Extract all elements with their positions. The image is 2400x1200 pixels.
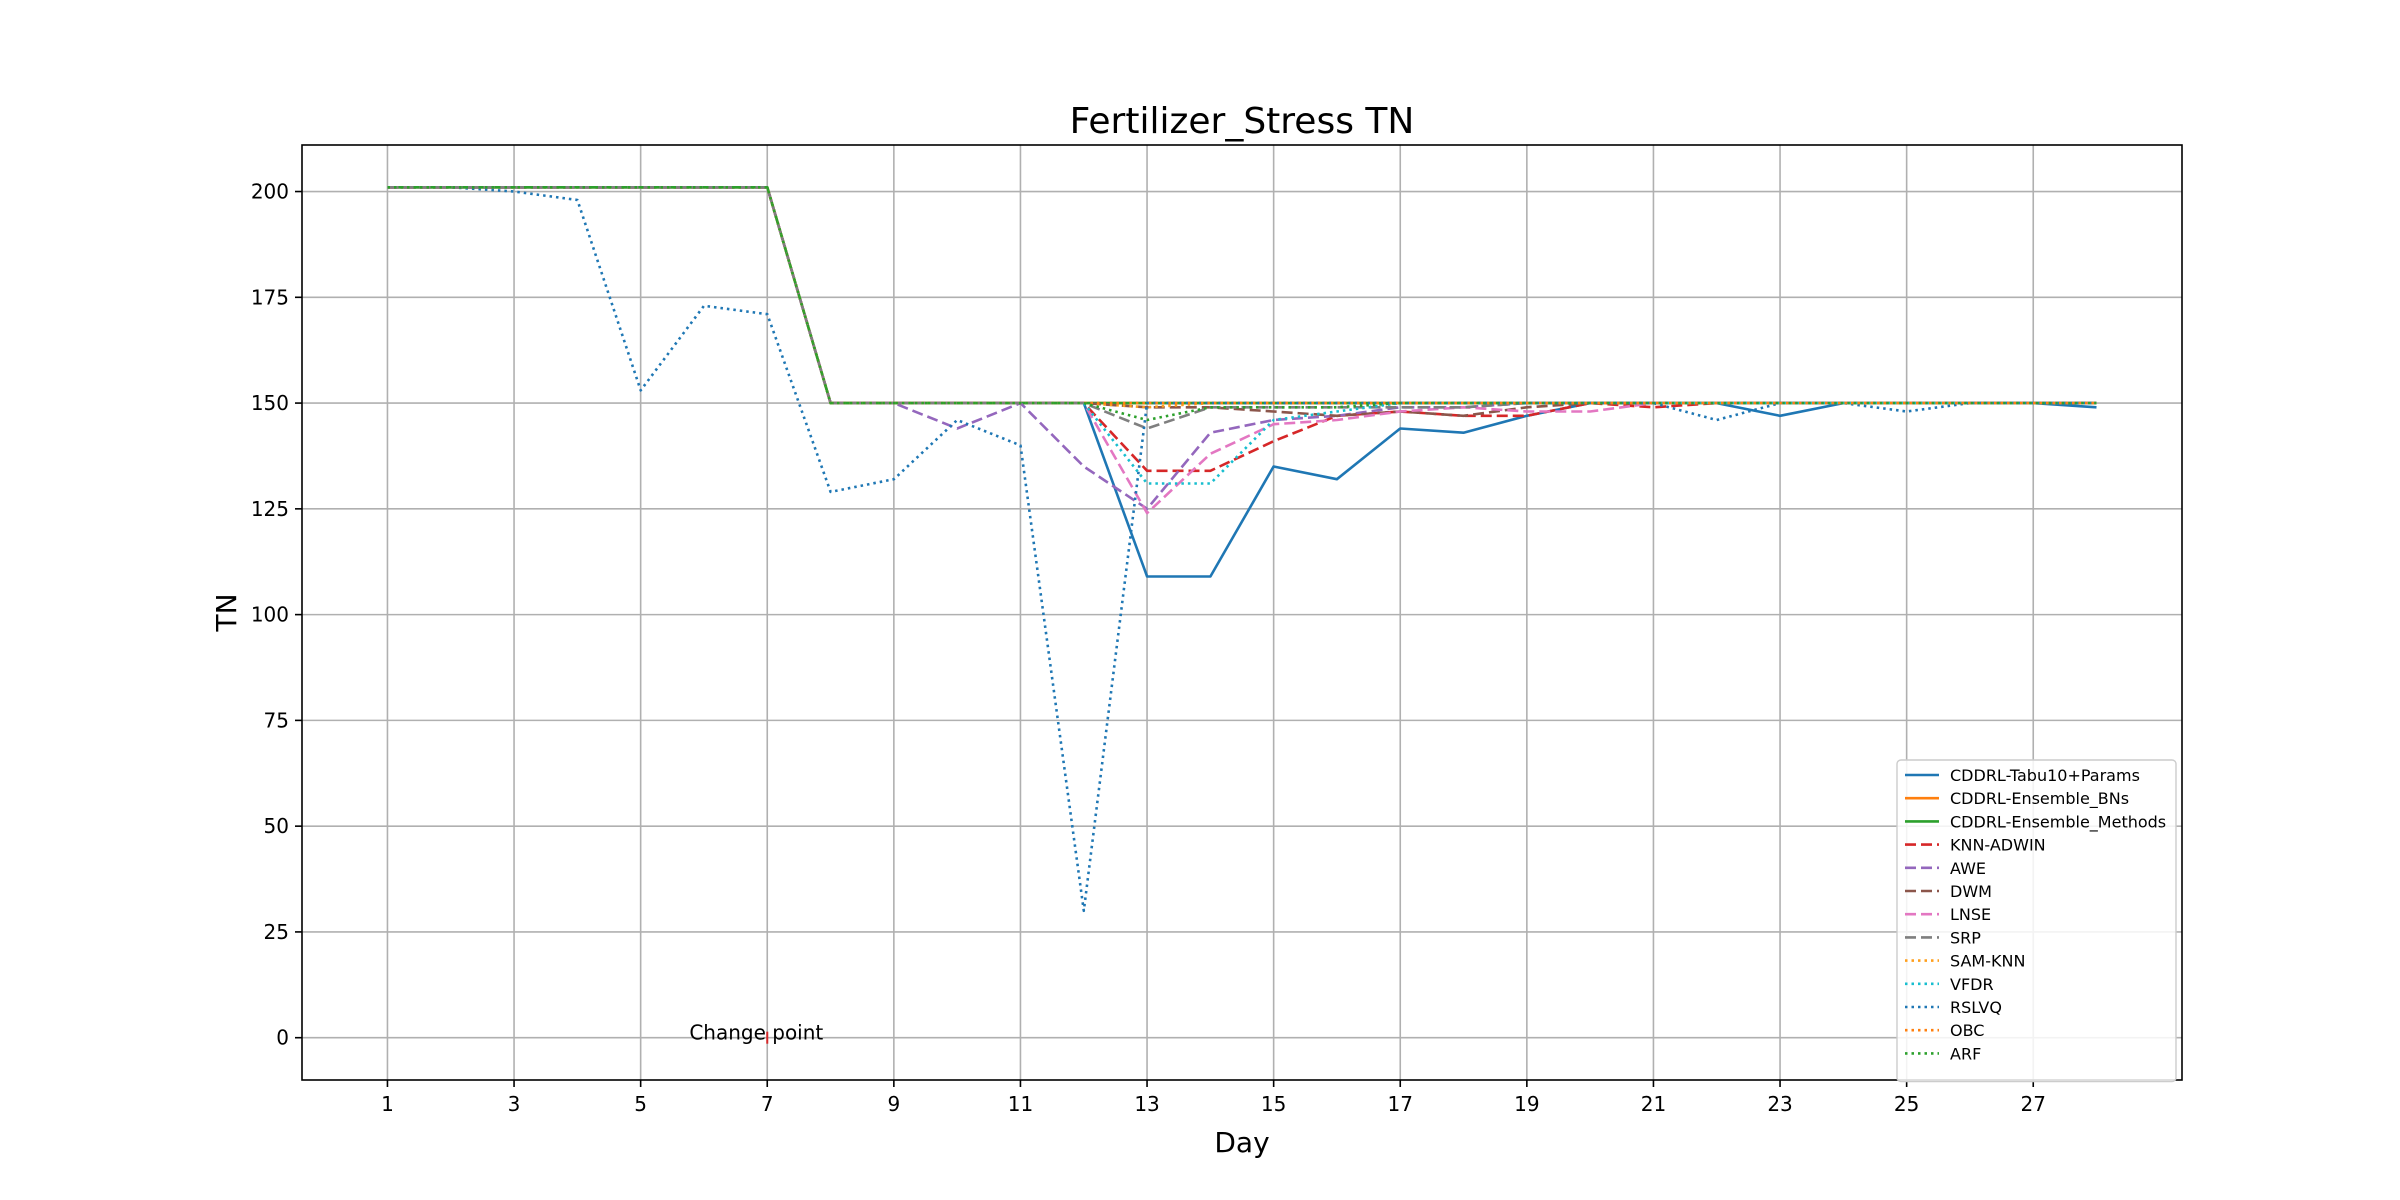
x-tick-label: 15 bbox=[1261, 1092, 1286, 1116]
x-tick-label: 13 bbox=[1134, 1092, 1159, 1116]
grid bbox=[302, 145, 2182, 1080]
x-tick-label: 11 bbox=[1008, 1092, 1033, 1116]
y-tick-label: 100 bbox=[251, 603, 289, 627]
y-tick-label: 50 bbox=[264, 814, 289, 838]
x-tick-label: 17 bbox=[1388, 1092, 1413, 1116]
legend-label: SRP bbox=[1950, 928, 1981, 947]
x-tick-label: 23 bbox=[1767, 1092, 1792, 1116]
plot-frame bbox=[301, 144, 2183, 1081]
legend-label: CDDRL-Ensemble_BNs bbox=[1950, 789, 2129, 809]
legend-box bbox=[1896, 759, 2177, 1083]
x-tick-label: 3 bbox=[508, 1092, 521, 1116]
legend-label: RSLVQ bbox=[1950, 998, 2002, 1017]
y-tick-label: 75 bbox=[264, 708, 289, 732]
x-tick-label: 25 bbox=[1894, 1092, 1919, 1116]
change-point-label: Change point bbox=[689, 1021, 823, 1045]
legend-label: LNSE bbox=[1950, 905, 1991, 924]
legend-label: CDDRL-Tabu10+Params bbox=[1950, 766, 2140, 785]
y-axis-title: TN bbox=[210, 593, 243, 632]
y-tick-label: 200 bbox=[251, 180, 289, 204]
y-tick-label: 150 bbox=[251, 391, 289, 415]
series-line bbox=[387, 186, 2097, 485]
series-line bbox=[387, 186, 2097, 405]
x-tick-label: 19 bbox=[1514, 1092, 1539, 1116]
y-tick-label: 0 bbox=[276, 1026, 289, 1050]
legend-label: DWM bbox=[1950, 882, 1992, 901]
legend-label: VFDR bbox=[1950, 975, 1994, 994]
x-tick-label: 7 bbox=[761, 1092, 774, 1116]
legend-label: SAM-KNN bbox=[1950, 952, 2025, 971]
axis-ticks: 1 3 5 7 9 11 13 15 17 19 21 23 25 2702550751001251501… bbox=[251, 180, 2046, 1116]
chart-title: Fertilizer_Stress TN bbox=[1070, 101, 1415, 142]
series-line bbox=[387, 186, 2097, 913]
y-tick-label: 175 bbox=[251, 285, 289, 309]
legend-label: AWE bbox=[1950, 859, 1986, 878]
x-tick-label: 9 bbox=[887, 1092, 900, 1116]
y-tick-label: 125 bbox=[251, 497, 289, 521]
x-tick-label: 5 bbox=[634, 1092, 647, 1116]
legend: CDDRL-Tabu10+Params CDDRL-Ensemble_BNs CDD… bbox=[1896, 759, 2177, 1083]
series-line bbox=[387, 186, 2097, 473]
x-axis-title: Day bbox=[1214, 1126, 1269, 1159]
x-tick-label: 21 bbox=[1641, 1092, 1666, 1116]
x-tick-label: 27 bbox=[2021, 1092, 2046, 1116]
legend-label: ARF bbox=[1950, 1044, 1981, 1063]
legend-label: KNN-ADWIN bbox=[1950, 836, 2046, 855]
x-tick-label: 1 bbox=[381, 1092, 394, 1116]
legend-label: CDDRL-Ensemble_Methods bbox=[1950, 812, 2166, 832]
annotation: Change point bbox=[689, 1021, 823, 1045]
y-tick-label: 25 bbox=[264, 920, 289, 944]
legend-label: OBC bbox=[1950, 1021, 1984, 1040]
series-lines bbox=[387, 186, 2097, 913]
